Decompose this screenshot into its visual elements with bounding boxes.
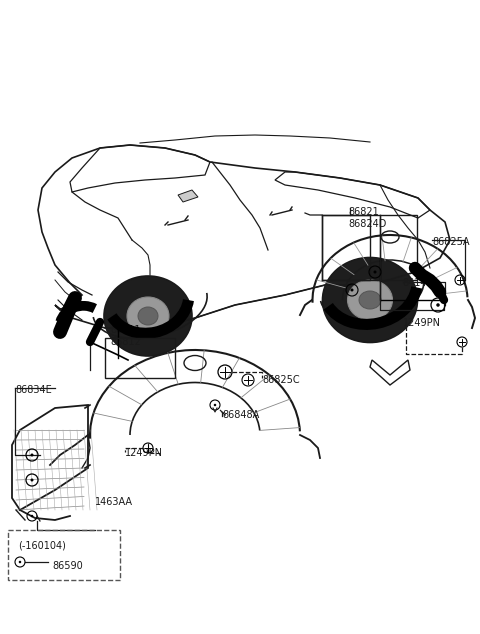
- Circle shape: [19, 560, 21, 563]
- Circle shape: [436, 303, 440, 307]
- Text: 86848A: 86848A: [222, 410, 259, 420]
- Text: 86825A: 86825A: [432, 237, 469, 247]
- Circle shape: [31, 515, 33, 517]
- Bar: [105, 338, 175, 378]
- Text: 1249PN: 1249PN: [125, 448, 163, 458]
- Text: 1249PN: 1249PN: [403, 318, 441, 328]
- Circle shape: [350, 288, 353, 292]
- Ellipse shape: [104, 276, 192, 356]
- Circle shape: [31, 453, 34, 456]
- Ellipse shape: [359, 291, 381, 309]
- Ellipse shape: [323, 257, 418, 342]
- Ellipse shape: [138, 307, 158, 325]
- Polygon shape: [178, 190, 198, 202]
- Ellipse shape: [348, 280, 393, 320]
- Text: 86821
86824D: 86821 86824D: [348, 207, 386, 229]
- Bar: [322, 215, 417, 280]
- Text: (-160104): (-160104): [18, 541, 66, 551]
- Text: 86825C: 86825C: [262, 375, 300, 385]
- Polygon shape: [0, 370, 5, 410]
- Ellipse shape: [127, 297, 169, 335]
- Circle shape: [31, 479, 34, 481]
- Text: 84145A: 84145A: [402, 278, 439, 288]
- Text: 86834E: 86834E: [15, 385, 52, 395]
- Polygon shape: [0, 360, 5, 385]
- Circle shape: [214, 404, 216, 406]
- Bar: [8, 530, 120, 580]
- Circle shape: [373, 271, 376, 273]
- Text: 86590: 86590: [52, 561, 83, 571]
- Text: 86811
86812: 86811 86812: [110, 325, 141, 347]
- Text: 1463AA: 1463AA: [95, 497, 133, 507]
